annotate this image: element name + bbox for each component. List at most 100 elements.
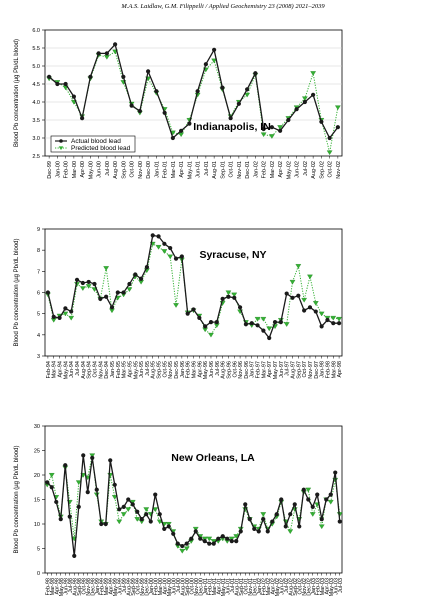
data-point-actual: [232, 295, 237, 300]
data-point-predicted: [192, 526, 199, 532]
x-tick-label: Oct-00: [130, 161, 136, 178]
x-tick-label: Aug-01: [234, 578, 240, 596]
data-point-predicted: [318, 311, 325, 317]
data-point-actual: [187, 121, 192, 126]
data-point-actual: [203, 62, 208, 67]
data-point-predicted: [85, 284, 92, 289]
x-tick-label: Mar-01: [171, 161, 177, 178]
y-tick-label: 3: [37, 354, 40, 360]
plot-frame: [44, 425, 343, 574]
x-tick-label: May-96: [203, 361, 209, 379]
data-point-predicted: [173, 303, 179, 308]
data-point-actual: [307, 305, 313, 310]
data-point-actual: [144, 265, 150, 270]
x-tick-label: Oct-99: [135, 578, 141, 595]
data-point-actual: [45, 290, 51, 295]
data-point-actual: [47, 74, 52, 79]
data-point-actual: [306, 497, 311, 502]
x-tick-label: Feb-98: [325, 361, 331, 378]
data-point-actual: [228, 116, 233, 121]
data-point-actual: [171, 531, 176, 536]
x-tick-label: Jun-94: [69, 361, 75, 378]
y-tick-label: 3.0: [32, 136, 40, 142]
x-tick-label: Mar-97: [261, 361, 267, 378]
y-tick-label: 5: [37, 312, 40, 318]
x-tick-label: Jul-00: [105, 161, 111, 176]
x-tick-label: Sep-00: [185, 578, 191, 596]
x-tick-label: Feb-00: [153, 578, 159, 595]
data-point-predicted: [134, 517, 141, 522]
page-header: M.A.S. Laidlaw, G.M. Filippelli / Applie…: [121, 3, 325, 10]
data-point-actual: [315, 492, 320, 497]
data-point-actual: [284, 291, 289, 296]
x-tick-label: Jul-97: [285, 361, 291, 376]
legend-marker-actual: [59, 139, 63, 143]
x-tick-label: Feb-02: [262, 161, 268, 178]
data-point-actual: [229, 539, 234, 544]
data-point-actual: [76, 504, 81, 509]
x-tick-label: Oct-01: [243, 578, 249, 595]
x-tick-label: Jan-99: [95, 578, 101, 595]
data-point-actual: [211, 541, 216, 546]
data-point-actual: [71, 94, 76, 99]
data-point-actual: [121, 290, 126, 295]
x-tick-label: May-98: [59, 578, 65, 596]
x-tick-label: Jan-98: [320, 361, 326, 378]
data-point-actual: [325, 317, 330, 323]
data-point-actual: [220, 85, 225, 90]
x-tick-label: Oct-96: [232, 361, 238, 378]
data-point-actual: [180, 543, 185, 549]
y-tick-label: 0: [37, 571, 40, 577]
data-point-actual: [117, 507, 122, 512]
data-point-predicted: [228, 536, 235, 542]
data-point-actual: [243, 322, 249, 327]
x-tick-label: Mar-02: [270, 161, 276, 178]
data-point-actual: [333, 470, 338, 475]
data-point-actual: [237, 305, 243, 310]
x-tick-label: May-95: [133, 361, 139, 379]
data-point-actual: [301, 487, 306, 492]
x-tick-label: Dec-97: [314, 361, 320, 379]
x-tick-label: Oct-94: [93, 361, 99, 378]
x-tick-label: May-99: [113, 578, 119, 596]
x-tick-label: Sep-95: [157, 361, 163, 379]
x-tick-label: Jul-02: [284, 578, 290, 593]
data-point-actual: [49, 485, 54, 490]
data-point-actual: [297, 524, 302, 529]
x-tick-label: Jan-97: [250, 361, 256, 378]
data-point-predicted: [225, 290, 232, 296]
data-point-actual: [81, 453, 86, 458]
x-tick-label: Oct-02: [297, 578, 303, 595]
data-point-actual: [80, 280, 85, 286]
data-point-actual: [135, 509, 140, 514]
y-tick-label: 30: [34, 424, 40, 430]
data-point-actual: [175, 541, 180, 546]
x-tick-label: Feb-98: [45, 578, 51, 595]
y-axis-label: Blood Pb concentration (µg Pb/dL blood): [14, 446, 20, 554]
data-point-actual: [148, 519, 153, 524]
x-tick-label: Sep-00: [121, 161, 127, 179]
data-point-predicted: [167, 254, 174, 260]
data-point-actual: [51, 314, 56, 319]
data-point-actual: [150, 233, 155, 238]
data-point-actual: [162, 526, 167, 531]
data-point-actual: [319, 324, 324, 329]
data-point-actual: [313, 309, 318, 314]
data-point-predicted: [75, 480, 82, 485]
y-tick-label: 5: [37, 547, 40, 553]
y-axis-label: Blood Pb concentration (µg Pb/dL blood): [14, 239, 20, 347]
data-point-actual: [234, 539, 239, 544]
x-tick-label: Apr-02: [278, 161, 284, 178]
data-point-actual: [203, 324, 208, 329]
x-tick-label: Jun-95: [139, 361, 145, 378]
data-point-actual: [113, 42, 118, 47]
x-tick-label: Mar-99: [104, 578, 110, 595]
data-point-actual: [104, 51, 109, 56]
data-point-actual: [261, 328, 266, 333]
x-tick-label: Nov-96: [238, 361, 244, 379]
x-tick-label: Nov-97: [308, 361, 314, 379]
data-point-actual: [74, 277, 80, 282]
data-point-actual: [189, 536, 194, 541]
data-point-actual: [127, 281, 132, 287]
data-point-actual: [112, 482, 117, 487]
